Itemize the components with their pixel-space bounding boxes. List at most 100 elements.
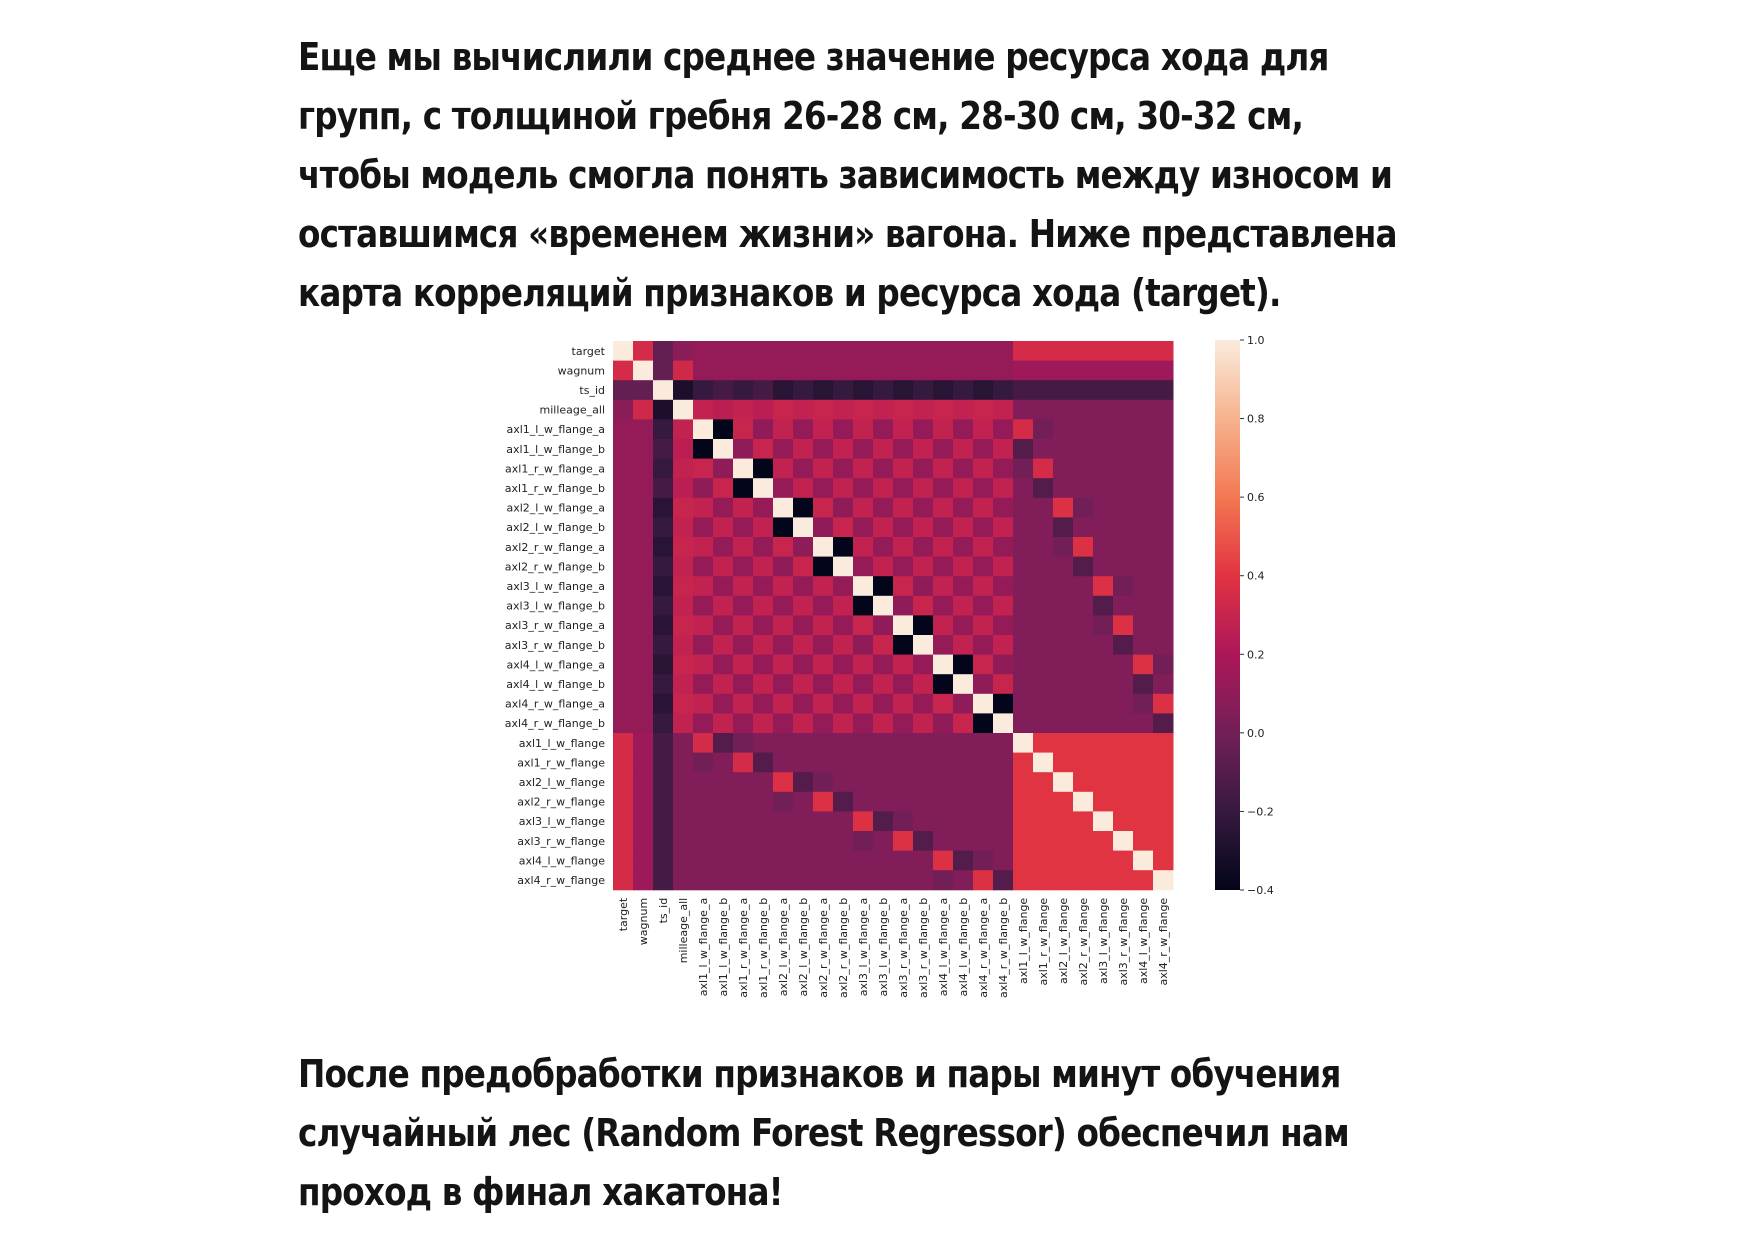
heatmap-cell (793, 752, 814, 773)
heatmap-cell (713, 537, 734, 558)
heatmap-cell (913, 595, 934, 616)
heatmap-cell (613, 772, 634, 793)
heatmap-cell (1153, 870, 1174, 891)
heatmap-cell (1093, 576, 1114, 597)
heatmap-cell (1113, 772, 1134, 793)
heatmap-cell (613, 850, 634, 871)
heatmap-cell (773, 556, 794, 577)
heatmap-cell (953, 576, 974, 597)
heatmap-cell (693, 556, 714, 577)
intro-line: чтобы модель смогла понять зависимость м… (298, 153, 1393, 197)
heatmap-cell (653, 791, 674, 812)
heatmap-cell (853, 478, 874, 499)
heatmap-cell (633, 360, 654, 381)
heatmap-cell (1073, 497, 1094, 518)
heatmap-cell (793, 360, 814, 381)
heatmap-cell (653, 674, 674, 695)
heatmap-cell (873, 537, 894, 558)
heatmap-cell (1013, 341, 1034, 362)
colorbar-tick-label: −0.2 (1247, 805, 1274, 818)
row-label: axl4_l_w_flange_b (506, 678, 605, 691)
heatmap-cell (833, 831, 854, 852)
heatmap-cell (773, 439, 794, 460)
heatmap-cell (673, 576, 694, 597)
heatmap-cell (853, 439, 874, 460)
row-label: axl1_l_w_flange_b (506, 443, 605, 456)
heatmap-cell (893, 478, 914, 499)
heatmap-cell (713, 635, 734, 656)
heatmap-cell (1053, 693, 1074, 714)
heatmap-cell (953, 635, 974, 656)
heatmap-cell (1033, 439, 1054, 460)
row-label: ts_id (579, 384, 605, 397)
heatmap-cell (1133, 674, 1154, 695)
heatmap-cell (873, 360, 894, 381)
heatmap-cell (813, 556, 834, 577)
heatmap-cell (1133, 556, 1154, 577)
heatmap-cell (753, 537, 774, 558)
heatmap-cell (773, 674, 794, 695)
heatmap-cell (1133, 399, 1154, 420)
heatmap-cell (773, 615, 794, 636)
heatmap-cell (813, 595, 834, 616)
row-label: axl2_r_w_flange_b (505, 560, 605, 573)
heatmap-cell (933, 733, 954, 754)
heatmap-cell (753, 772, 774, 793)
heatmap-cell (1033, 458, 1054, 479)
heatmap-cell (1013, 380, 1034, 401)
heatmap-cell (913, 811, 934, 832)
heatmap-cell (633, 517, 654, 538)
heatmap-cell (693, 458, 714, 479)
heatmap-cell (953, 360, 974, 381)
heatmap-cell (1153, 811, 1174, 832)
heatmap-cell (1013, 850, 1034, 871)
heatmap-cell (853, 537, 874, 558)
heatmap-cell (793, 419, 814, 440)
heatmap-cell (653, 478, 674, 499)
heatmap-cell (953, 458, 974, 479)
heatmap-cell (973, 733, 994, 754)
heatmap-cell (1053, 341, 1074, 362)
heatmap-cell (813, 537, 834, 558)
heatmap-cell (793, 772, 814, 793)
heatmap-cell (673, 537, 694, 558)
heatmap-cell (613, 497, 634, 518)
heatmap-cell (813, 752, 834, 773)
heatmap-cell (793, 850, 814, 871)
heatmap-cell (813, 772, 834, 793)
heatmap-cell (873, 595, 894, 616)
heatmap-cell (1133, 537, 1154, 558)
heatmap-cell (1073, 380, 1094, 401)
heatmap-cell (653, 693, 674, 714)
heatmap-cell (833, 517, 854, 538)
heatmap-cell (1013, 556, 1034, 577)
heatmap-cell (753, 654, 774, 675)
heatmap-cell (1073, 439, 1094, 460)
heatmap-cell (613, 595, 634, 616)
heatmap-cell (733, 419, 754, 440)
heatmap-cell (1073, 399, 1094, 420)
heatmap-cell (873, 713, 894, 734)
heatmap-cell (1013, 870, 1034, 891)
heatmap-cell (713, 341, 734, 362)
heatmap-cell (793, 791, 814, 812)
column-label: axl4_l_w_flange (1137, 898, 1150, 984)
heatmap-cell (1113, 341, 1134, 362)
heatmap-cell (913, 713, 934, 734)
heatmap-cell (693, 615, 714, 636)
heatmap-cell (873, 615, 894, 636)
heatmap-cell (833, 674, 854, 695)
heatmap-cell (973, 811, 994, 832)
heatmap-cell (1073, 674, 1094, 695)
row-label: axl2_r_w_flange (517, 796, 605, 809)
heatmap-cell (1053, 870, 1074, 891)
heatmap-cell (1113, 831, 1134, 852)
heatmap-cell (873, 693, 894, 714)
heatmap-cell (1073, 341, 1094, 362)
heatmap-cell (973, 831, 994, 852)
heatmap-cell (693, 576, 714, 597)
heatmap-cell (993, 713, 1014, 734)
heatmap-cell (693, 831, 714, 852)
heatmap-cell (713, 439, 734, 460)
heatmap-cell (1153, 752, 1174, 773)
